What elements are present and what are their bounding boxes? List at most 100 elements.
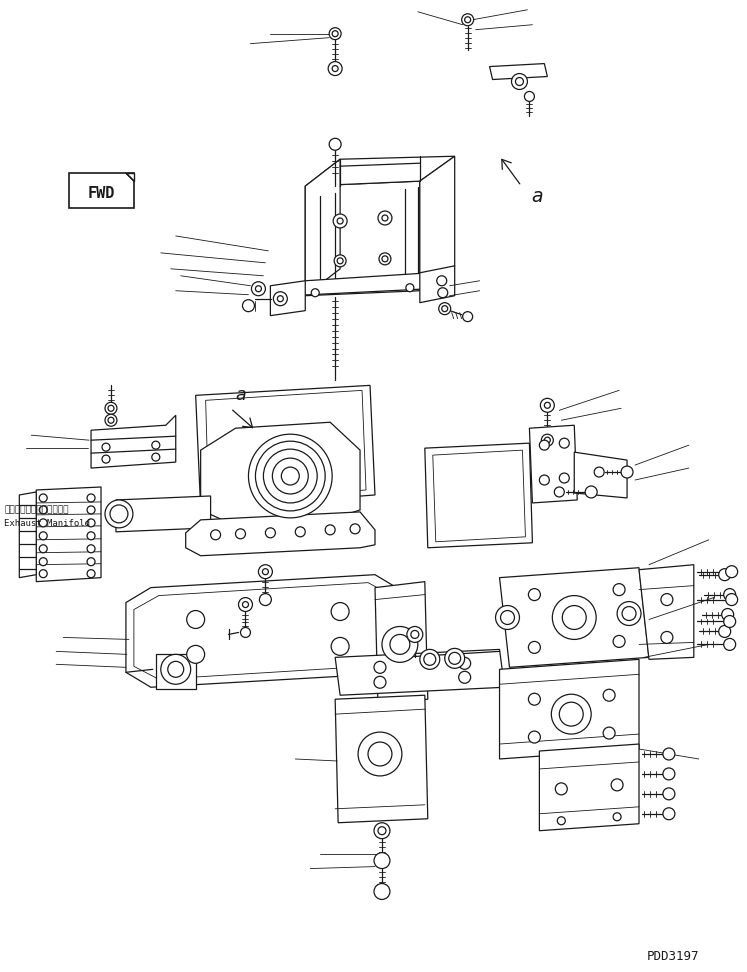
Circle shape: [611, 779, 623, 791]
Polygon shape: [156, 654, 196, 689]
Polygon shape: [420, 156, 455, 291]
Circle shape: [444, 648, 465, 669]
Circle shape: [462, 14, 474, 25]
Circle shape: [273, 292, 288, 305]
Circle shape: [585, 486, 597, 498]
Circle shape: [374, 822, 390, 839]
Circle shape: [152, 441, 160, 449]
Circle shape: [40, 494, 47, 502]
Circle shape: [515, 78, 524, 86]
Circle shape: [161, 654, 190, 684]
Circle shape: [238, 598, 252, 611]
Circle shape: [87, 558, 95, 566]
Polygon shape: [420, 265, 455, 302]
Circle shape: [87, 494, 95, 502]
Circle shape: [258, 565, 273, 578]
Text: FWD: FWD: [87, 186, 115, 200]
Circle shape: [724, 639, 736, 650]
Circle shape: [325, 525, 335, 535]
Circle shape: [560, 438, 569, 448]
Circle shape: [560, 702, 583, 726]
Polygon shape: [574, 452, 627, 498]
Circle shape: [613, 636, 625, 647]
Circle shape: [378, 827, 386, 835]
Polygon shape: [186, 512, 375, 556]
Circle shape: [329, 28, 341, 40]
Circle shape: [557, 816, 565, 824]
Circle shape: [40, 570, 47, 577]
Text: a: a: [235, 386, 247, 404]
Circle shape: [264, 449, 317, 503]
Polygon shape: [126, 574, 400, 687]
Circle shape: [282, 468, 300, 485]
Circle shape: [594, 468, 604, 477]
Polygon shape: [425, 443, 533, 548]
Circle shape: [334, 255, 346, 267]
Circle shape: [187, 610, 205, 629]
Circle shape: [382, 215, 388, 221]
Circle shape: [390, 635, 410, 654]
Circle shape: [424, 653, 436, 665]
Circle shape: [719, 625, 731, 638]
Circle shape: [560, 473, 569, 483]
Text: PDD3197: PDD3197: [646, 950, 698, 962]
Circle shape: [661, 632, 673, 643]
Circle shape: [722, 608, 734, 620]
Circle shape: [725, 594, 737, 606]
Circle shape: [724, 615, 736, 628]
Circle shape: [524, 91, 534, 101]
Circle shape: [545, 402, 551, 408]
Circle shape: [350, 524, 360, 534]
Circle shape: [333, 214, 347, 228]
Circle shape: [378, 211, 392, 225]
Circle shape: [459, 657, 471, 670]
Circle shape: [528, 693, 540, 705]
Text: Exhaust Manifold: Exhaust Manifold: [4, 519, 90, 529]
Circle shape: [249, 434, 332, 518]
Circle shape: [379, 253, 391, 264]
Circle shape: [528, 731, 540, 743]
Circle shape: [332, 31, 338, 37]
Circle shape: [368, 742, 392, 766]
Circle shape: [331, 638, 349, 655]
Polygon shape: [91, 415, 176, 469]
Circle shape: [663, 768, 675, 780]
Circle shape: [663, 808, 675, 819]
Circle shape: [539, 475, 549, 485]
Circle shape: [719, 569, 731, 580]
Circle shape: [622, 607, 636, 620]
Circle shape: [449, 652, 461, 664]
Circle shape: [243, 299, 255, 312]
Circle shape: [374, 677, 386, 688]
Circle shape: [87, 505, 95, 514]
Circle shape: [406, 284, 414, 292]
Circle shape: [265, 528, 276, 538]
Circle shape: [551, 694, 591, 734]
Circle shape: [87, 519, 95, 527]
Circle shape: [40, 519, 47, 527]
Circle shape: [40, 505, 47, 514]
Circle shape: [725, 566, 737, 577]
Circle shape: [311, 289, 319, 296]
Circle shape: [603, 727, 615, 739]
Polygon shape: [306, 156, 455, 186]
Circle shape: [462, 312, 473, 322]
Circle shape: [661, 594, 673, 606]
Polygon shape: [489, 63, 548, 80]
Circle shape: [187, 645, 205, 663]
Circle shape: [277, 295, 283, 301]
Circle shape: [108, 417, 114, 423]
Circle shape: [332, 65, 338, 72]
Polygon shape: [500, 659, 639, 759]
Circle shape: [211, 530, 220, 539]
Circle shape: [358, 732, 402, 776]
Circle shape: [613, 813, 621, 820]
Circle shape: [374, 661, 386, 674]
Circle shape: [243, 602, 249, 608]
Circle shape: [617, 602, 641, 625]
Circle shape: [542, 434, 554, 446]
Circle shape: [337, 218, 343, 224]
Circle shape: [87, 532, 95, 539]
Circle shape: [374, 852, 390, 869]
Polygon shape: [539, 744, 639, 831]
